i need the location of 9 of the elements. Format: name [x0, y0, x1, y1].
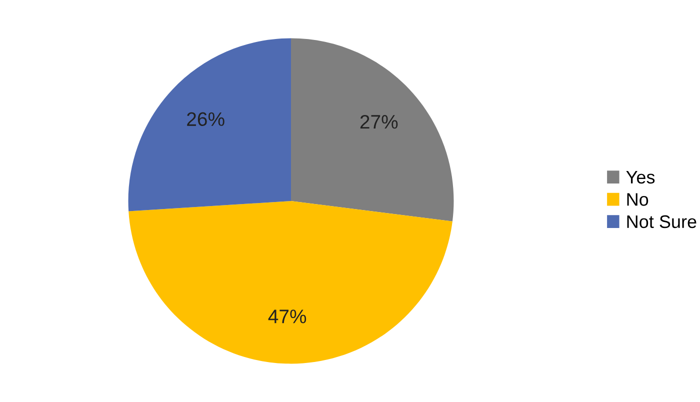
data-label: 47% — [268, 310, 306, 324]
data-label: 27% — [360, 114, 398, 129]
data-label: 26% — [187, 112, 224, 126]
legend-label: No — [627, 193, 648, 206]
pie-slice — [291, 38, 454, 222]
pie-slice — [128, 38, 291, 212]
legend-label: Yes — [626, 171, 655, 184]
legend-label: Not Sure — [627, 215, 696, 228]
pie-slice — [128, 201, 452, 364]
